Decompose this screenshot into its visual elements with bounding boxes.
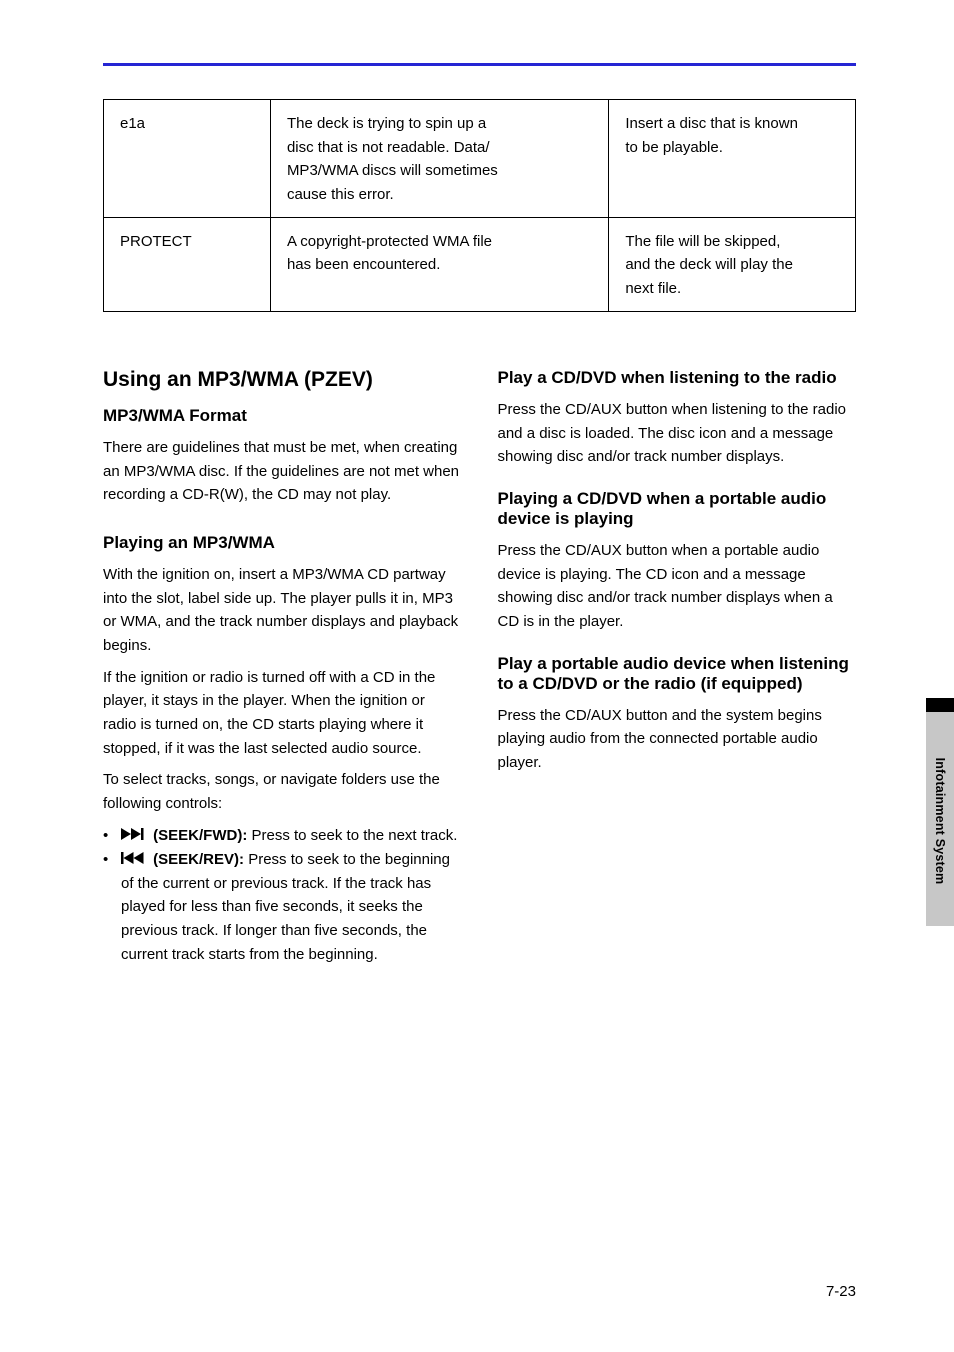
error-desc-cell: A copyright-protected WMA file has been … [270,217,608,311]
list-item: • (SEEK/REV): Press to seek to the begin… [103,848,462,967]
error-codes-table: e1a The deck is trying to spin up a disc… [103,99,856,312]
control-desc: Press to seek to the next track. [252,827,458,844]
cell-line: The deck is trying to spin up a [287,115,486,132]
control-label: (SEEK/REV): [153,851,244,868]
section-title: Using an MP3/WMA (PZEV) [103,368,462,392]
subsection-heading: Play a portable audio device when listen… [498,654,857,694]
horizontal-rule [103,63,856,66]
cell-text: e1a [120,115,145,132]
side-tab: Infotainment System [926,698,954,926]
control-label: (SEEK/FWD): [153,827,247,844]
cell-line: cause this error. [287,186,394,203]
cell-line: next file. [625,280,681,297]
cell-text: PROTECT [120,233,192,250]
error-code-cell: e1a [104,100,271,218]
paragraph: Press the CD/AUX button when a portable … [498,539,857,634]
content-columns: Using an MP3/WMA (PZEV) MP3/WMA Format T… [103,368,856,966]
cell-line: MP3/WMA discs will sometimes [287,162,498,179]
cell-line: and the deck will play the [625,256,793,273]
paragraph: Press the CD/AUX button and the system b… [498,704,857,775]
cell-line: disc that is not readable. Data/ [287,139,490,156]
paragraph: With the ignition on, insert a MP3/WMA C… [103,563,462,658]
subsection-heading: Playing an MP3/WMA [103,533,462,553]
cell-line: A copyright-protected WMA file [287,233,492,250]
paragraph: There are guidelines that must be met, w… [103,436,462,507]
controls-list: • (SEEK/FWD): Press to seek to the next … [103,824,462,967]
error-code-cell: PROTECT [104,217,271,311]
error-desc-cell: The deck is trying to spin up a disc tha… [270,100,608,218]
rewind-icon [121,848,149,872]
cell-line: to be playable. [625,139,723,156]
side-tab-label: Infotainment System [933,758,947,885]
cell-line: has been encountered. [287,256,440,273]
table-row: e1a The deck is trying to spin up a disc… [104,100,856,218]
side-tab-bar [926,698,954,712]
cell-line: The file will be skipped, [625,233,780,250]
paragraph: If the ignition or radio is turned off w… [103,666,462,761]
list-item: • (SEEK/FWD): Press to seek to the next … [103,824,462,848]
paragraph: To select tracks, songs, or navigate fol… [103,768,462,815]
table-row: PROTECT A copyright-protected WMA file h… [104,217,856,311]
subsection-heading: Playing a CD/DVD when a portable audio d… [498,489,857,529]
fast-forward-icon [121,824,149,848]
page-number: 7-23 [826,1283,856,1300]
error-action-cell: Insert a disc that is known to be playab… [609,100,856,218]
paragraph: Press the CD/AUX button when listening t… [498,398,857,469]
error-action-cell: The file will be skipped, and the deck w… [609,217,856,311]
cell-line: Insert a disc that is known [625,115,798,132]
subsection-heading: MP3/WMA Format [103,406,462,426]
subsection-heading: Play a CD/DVD when listening to the radi… [498,368,857,388]
